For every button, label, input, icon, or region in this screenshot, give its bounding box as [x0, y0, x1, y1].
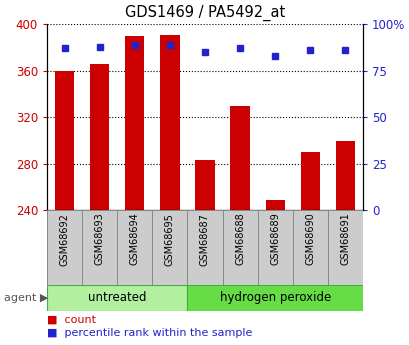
- Bar: [125, 36, 144, 210]
- Text: GSM68695: GSM68695: [164, 213, 175, 266]
- Bar: [230, 106, 249, 210]
- Bar: [292, 210, 327, 285]
- Bar: [300, 152, 319, 210]
- Text: GSM68690: GSM68690: [304, 213, 315, 265]
- Bar: [47, 210, 82, 285]
- Bar: [195, 160, 214, 210]
- Text: agent ▶: agent ▶: [4, 293, 48, 303]
- Text: GSM68693: GSM68693: [94, 213, 105, 265]
- Text: hydrogen peroxide: hydrogen peroxide: [219, 291, 330, 304]
- Text: ■  percentile rank within the sample: ■ percentile rank within the sample: [47, 328, 252, 338]
- Bar: [55, 71, 74, 210]
- Text: GSM68688: GSM68688: [234, 213, 245, 265]
- Text: GDS1469 / PA5492_at: GDS1469 / PA5492_at: [125, 5, 284, 21]
- Bar: [90, 64, 109, 210]
- Bar: [327, 210, 362, 285]
- Bar: [265, 200, 284, 210]
- Bar: [335, 141, 354, 210]
- Bar: [82, 210, 117, 285]
- Text: GSM68691: GSM68691: [339, 213, 349, 265]
- Text: GSM68689: GSM68689: [270, 213, 279, 265]
- Bar: [47, 285, 187, 310]
- Text: GSM68692: GSM68692: [60, 213, 70, 266]
- Text: untreated: untreated: [88, 291, 146, 304]
- Bar: [117, 210, 152, 285]
- Bar: [257, 210, 292, 285]
- Bar: [152, 210, 187, 285]
- Text: ■  count: ■ count: [47, 314, 96, 324]
- Text: GSM68687: GSM68687: [200, 213, 209, 266]
- Bar: [187, 210, 222, 285]
- Bar: [160, 34, 179, 210]
- Text: GSM68694: GSM68694: [130, 213, 139, 265]
- Bar: [222, 210, 257, 285]
- Bar: [187, 285, 362, 310]
